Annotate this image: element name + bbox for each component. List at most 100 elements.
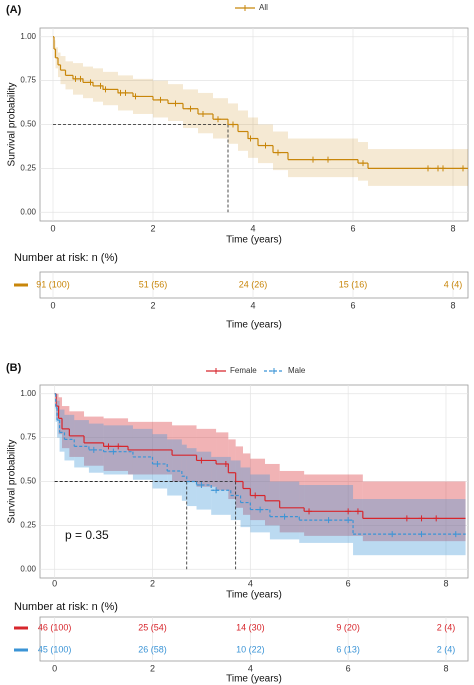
censor-mark xyxy=(77,75,84,82)
x-tick-label: 4 xyxy=(248,578,253,588)
x-tick-label: 6 xyxy=(350,300,355,310)
risk-count: 2 (4) xyxy=(437,622,456,632)
risk-count: 9 (20) xyxy=(336,622,360,632)
confidence-band xyxy=(57,400,60,438)
y-axis-title: Survival probability xyxy=(7,83,18,167)
censor-mark xyxy=(306,508,313,515)
x-axis-title: Time (years) xyxy=(226,590,282,601)
confidence-band xyxy=(299,485,354,543)
risk-count: 4 (4) xyxy=(444,279,463,289)
censor-mark xyxy=(132,93,139,100)
legend-marker xyxy=(213,368,219,374)
confidence-band xyxy=(279,470,305,533)
x-tick-label: 8 xyxy=(450,223,455,233)
y-tick-label: 0.25 xyxy=(20,520,36,529)
confidence-band xyxy=(353,499,466,556)
confidence-band xyxy=(62,406,70,449)
censor-mark xyxy=(115,443,122,450)
confidence-band xyxy=(167,439,182,496)
x-tick-label: 2 xyxy=(150,663,155,673)
confidence-band xyxy=(59,409,65,452)
panel-label: (A) xyxy=(6,4,22,16)
censor-mark xyxy=(187,105,194,112)
censor-mark xyxy=(262,142,269,149)
confidence-band xyxy=(230,460,241,521)
legend-swatch xyxy=(14,648,28,652)
legend-marker xyxy=(242,5,248,11)
confidence-band xyxy=(74,420,89,468)
x-tick-label: 0 xyxy=(52,578,57,588)
x-tick-label: 4 xyxy=(250,223,255,233)
censor-mark xyxy=(440,165,446,172)
confidence-band xyxy=(196,451,212,510)
confidence-band xyxy=(242,453,251,515)
censor-mark xyxy=(110,448,117,455)
censor-mark xyxy=(325,517,332,524)
x-tick-label: 6 xyxy=(350,223,355,233)
table-panel xyxy=(39,616,469,662)
risk-count: 10 (22) xyxy=(236,644,265,654)
panel-label: (B) xyxy=(6,362,22,374)
confidence-band xyxy=(69,411,85,457)
confidence-band xyxy=(196,428,217,487)
censor-mark xyxy=(87,79,94,86)
censor-mark xyxy=(389,531,396,538)
censor-mark xyxy=(97,82,104,89)
y-tick-label: 0.50 xyxy=(20,477,36,486)
x-tick-label: 2 xyxy=(150,578,155,588)
y-tick-label: 0.00 xyxy=(20,207,36,216)
risk-count: 25 (54) xyxy=(138,622,167,632)
x-tick-label: 0 xyxy=(50,300,55,310)
y-axis-title: Survival probability xyxy=(7,440,18,524)
x-tick-label: 8 xyxy=(450,300,455,310)
censor-mark xyxy=(360,160,366,167)
risk-count: 91 (100) xyxy=(36,279,70,289)
confidence-band xyxy=(64,414,75,461)
confidence-band xyxy=(248,117,258,158)
legend-marker xyxy=(271,368,277,374)
x-axis-title: Time (years) xyxy=(226,320,282,331)
confidence-band xyxy=(103,418,129,471)
confidence-band xyxy=(181,444,187,501)
x-axis-title: Time (years) xyxy=(226,235,282,246)
x-tick-label: 4 xyxy=(250,300,255,310)
confidence-band xyxy=(228,439,236,500)
confidence-band xyxy=(362,481,466,542)
risk-count: 14 (30) xyxy=(236,622,265,632)
censor-mark xyxy=(257,506,264,513)
x-axis-title: Time (years) xyxy=(226,674,282,685)
censor-mark xyxy=(345,517,352,524)
censor-mark xyxy=(275,149,281,156)
y-tick-label: 0.75 xyxy=(20,433,36,442)
y-tick-label: 1.00 xyxy=(20,389,36,398)
censor-mark xyxy=(433,515,440,522)
risk-count: 51 (56) xyxy=(139,279,168,289)
x-tick-label: 2 xyxy=(150,223,155,233)
confidence-band xyxy=(152,434,168,489)
censor-mark xyxy=(154,460,161,467)
table-panel xyxy=(39,271,469,299)
confidence-band xyxy=(216,432,229,491)
legend-label: Male xyxy=(288,366,306,375)
censor-mark xyxy=(418,531,425,538)
confidence-band xyxy=(269,481,300,540)
risk-count: 26 (58) xyxy=(138,644,167,654)
confidence-band xyxy=(240,467,251,528)
censor-mark xyxy=(325,156,331,163)
x-tick-label: 0 xyxy=(50,223,55,233)
legend-swatch xyxy=(14,626,28,630)
censor-mark xyxy=(230,121,236,128)
confidence-band xyxy=(368,149,468,186)
censor-mark xyxy=(281,513,288,520)
confidence-band xyxy=(265,463,280,526)
x-tick-label: 2 xyxy=(150,300,155,310)
confidence-band xyxy=(93,68,103,102)
censor-mark xyxy=(105,443,112,450)
risk-count: 2 (4) xyxy=(437,644,456,654)
x-tick-label: 6 xyxy=(346,578,351,588)
x-tick-label: 4 xyxy=(248,663,253,673)
y-tick-label: 0.75 xyxy=(20,76,36,85)
censor-mark xyxy=(460,165,466,172)
risk-count: 46 (100) xyxy=(38,622,72,632)
